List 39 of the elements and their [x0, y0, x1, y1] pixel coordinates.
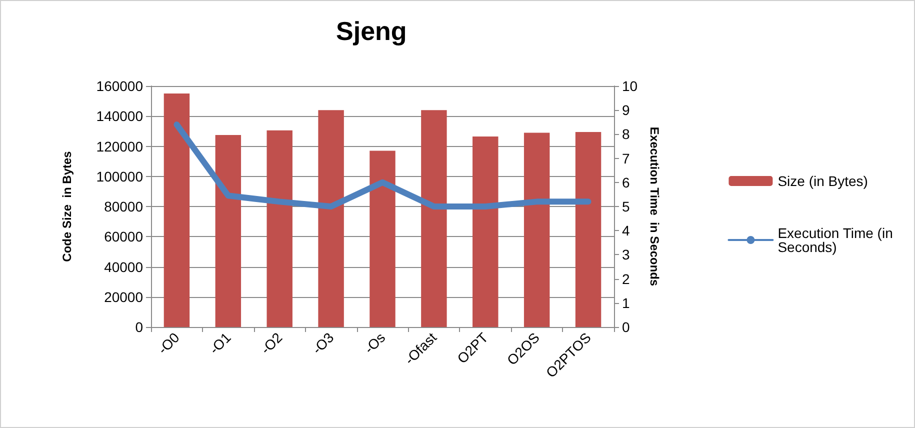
x-tick-label: -O2: [257, 329, 286, 358]
y-axis-title: Code Size in Bytes: [60, 150, 74, 262]
y-tick-label: 80000: [104, 198, 144, 214]
y-tick-label: 60000: [104, 228, 144, 245]
y-tick-label: 40000: [104, 258, 144, 275]
y-tick-label: 120000: [96, 138, 144, 154]
y-tick-label: 140000: [96, 108, 144, 124]
y-tick-label: 20000: [104, 288, 144, 305]
y2-tick-label: 3: [622, 246, 630, 263]
y2-axis-title: Execution Time in Seconds: [647, 126, 662, 286]
y-tick-label: 0: [135, 319, 144, 335]
bar: [472, 136, 498, 327]
bar: [370, 150, 396, 327]
bar: [164, 94, 190, 327]
bar: [215, 134, 242, 327]
legend-label: Execution Time (in Seconds): [778, 225, 897, 255]
y2-tick-label: 8: [622, 126, 630, 142]
x-tick-label: -O3: [308, 329, 337, 358]
y2-tick-label: 0: [622, 319, 630, 335]
bar: [318, 110, 344, 327]
bar: [575, 132, 602, 327]
y-tick-label: 100000: [96, 168, 144, 184]
bar: [266, 130, 292, 327]
y-tick-label: 160000: [96, 78, 144, 94]
legend-label: Size (in Bytes): [778, 173, 868, 189]
y2-tick-label: 9: [622, 102, 630, 118]
y2-tick-label: 5: [622, 198, 630, 214]
x-tick-label: -Os: [360, 329, 388, 357]
bar: [524, 132, 550, 327]
y2-tick-label: 2: [622, 270, 630, 287]
y2-tick-label: 7: [622, 150, 630, 166]
bar: [421, 110, 447, 327]
y2-tick-label: 10: [622, 78, 638, 94]
y2-tick-label: 6: [622, 174, 630, 190]
x-tick-label: -O0: [154, 329, 183, 358]
chart-title: Sjeng: [336, 16, 407, 46]
y2-tick-label: 1: [622, 294, 630, 311]
y2-tick-label: 4: [622, 222, 630, 239]
x-tick-label: -O1: [206, 329, 234, 358]
